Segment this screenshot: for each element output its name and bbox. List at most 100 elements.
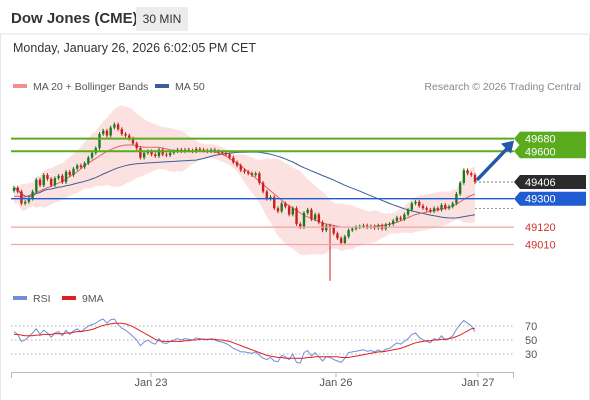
price-label-49600: 49600 (514, 144, 586, 159)
candle-body (232, 157, 235, 163)
candle-body (406, 209, 410, 215)
price-label-text: 49010 (525, 240, 556, 252)
candle-body (447, 206, 451, 209)
candle-body (425, 208, 428, 210)
price-label-49406: 49406 (514, 174, 586, 189)
candle-body (105, 130, 109, 136)
candle-body (339, 238, 343, 243)
candle-body (57, 175, 60, 179)
candle-body (235, 162, 239, 166)
candle-body (198, 148, 202, 150)
price-label-text: 49680 (525, 134, 556, 146)
candle-body (410, 203, 413, 210)
forecast-arrow-shaft (476, 145, 510, 181)
candle-body (328, 225, 332, 228)
ma50-swatch (155, 84, 169, 88)
candle-body (388, 223, 391, 225)
candle-body (168, 152, 172, 156)
price-label-box (514, 144, 586, 159)
price-label-box (514, 174, 586, 189)
candle-body (343, 236, 347, 243)
time-tick-label: Jan 26 (319, 377, 352, 389)
candle-body (470, 173, 473, 175)
candle-body (31, 191, 34, 199)
candle-body (295, 208, 298, 224)
candle-body (98, 133, 101, 149)
candle-body (310, 209, 313, 220)
candle-body (120, 129, 124, 134)
rsi-tick-label: 70 (525, 321, 537, 333)
candle-body (313, 214, 317, 220)
candle-body (325, 225, 328, 231)
ma50-legend-label: MA 50 (175, 81, 205, 93)
candle-body (202, 149, 205, 151)
rsi-swatch (13, 296, 27, 300)
forecast-arrow-head (501, 140, 514, 154)
candle-body (220, 152, 224, 154)
candle-body (38, 179, 42, 186)
candle-body (157, 149, 161, 157)
candle-body (142, 152, 146, 158)
rsi-tick-label: 50 (525, 335, 537, 347)
candle-body (365, 225, 369, 228)
candle-body (421, 205, 425, 209)
candle-body (247, 171, 250, 174)
candle-body (154, 154, 157, 157)
rsi-ma-legend-label: 9MA (82, 293, 104, 305)
price-label-49120: 49120 (525, 222, 556, 234)
candle-body (362, 225, 365, 227)
candle-body (102, 130, 105, 134)
candle-body (418, 201, 421, 206)
candle-body (291, 208, 295, 215)
candle-body (83, 163, 86, 168)
candle-body (354, 227, 358, 229)
time-axis: Jan 23 Jan 26 Jan 27 (134, 372, 495, 389)
candle-body (287, 206, 291, 215)
rsi-ma-line (14, 322, 476, 359)
instrument-title: Dow Jones (CME) (11, 10, 138, 27)
candle-body (64, 171, 68, 183)
candle-body (299, 223, 302, 228)
candle-body (113, 124, 116, 128)
price-label-text: 49300 (525, 194, 556, 206)
price-label-49300: 49300 (514, 191, 586, 206)
candle-body (16, 187, 19, 192)
candle-body (76, 165, 79, 169)
candle-body (332, 227, 335, 234)
candle-body (243, 170, 246, 172)
candle-body (49, 178, 53, 186)
rsi-legend: RSI 9MA (13, 293, 104, 305)
rsi-tick-label: 30 (525, 349, 537, 361)
main-legend: MA 20 + Bollinger Bands MA 50 Research ©… (13, 81, 581, 93)
copyright: Research © 2026 Trading Central (424, 81, 581, 93)
candle-body (321, 222, 324, 231)
candle-body (228, 154, 231, 158)
candle-body (403, 214, 406, 220)
candle-body (444, 205, 447, 209)
time-tick-label: Jan 27 (461, 377, 494, 389)
candle-body (187, 149, 190, 151)
candle-body (250, 173, 254, 175)
candle-body (109, 127, 112, 136)
candle-body (72, 168, 75, 175)
candle-body (462, 170, 466, 183)
candle-body (284, 203, 287, 207)
candle-body (79, 165, 83, 168)
candle-body (53, 178, 57, 186)
price-label-49010: 49010 (525, 240, 556, 252)
candle-body (395, 217, 399, 221)
ma20-legend-label: MA 20 + Bollinger Bands (33, 81, 148, 93)
candle-body (12, 187, 16, 191)
timeframe-button[interactable]: 30 MIN (136, 7, 188, 31)
price-label-box (514, 131, 586, 146)
candle-body (128, 135, 131, 139)
candles (12, 122, 477, 281)
candle-body (306, 209, 309, 213)
price-label-49680: 49680 (514, 131, 586, 146)
candle-body (68, 171, 71, 175)
rsi-ma-swatch (62, 296, 76, 300)
candle-body (90, 152, 94, 158)
ma20-swatch (13, 84, 27, 88)
